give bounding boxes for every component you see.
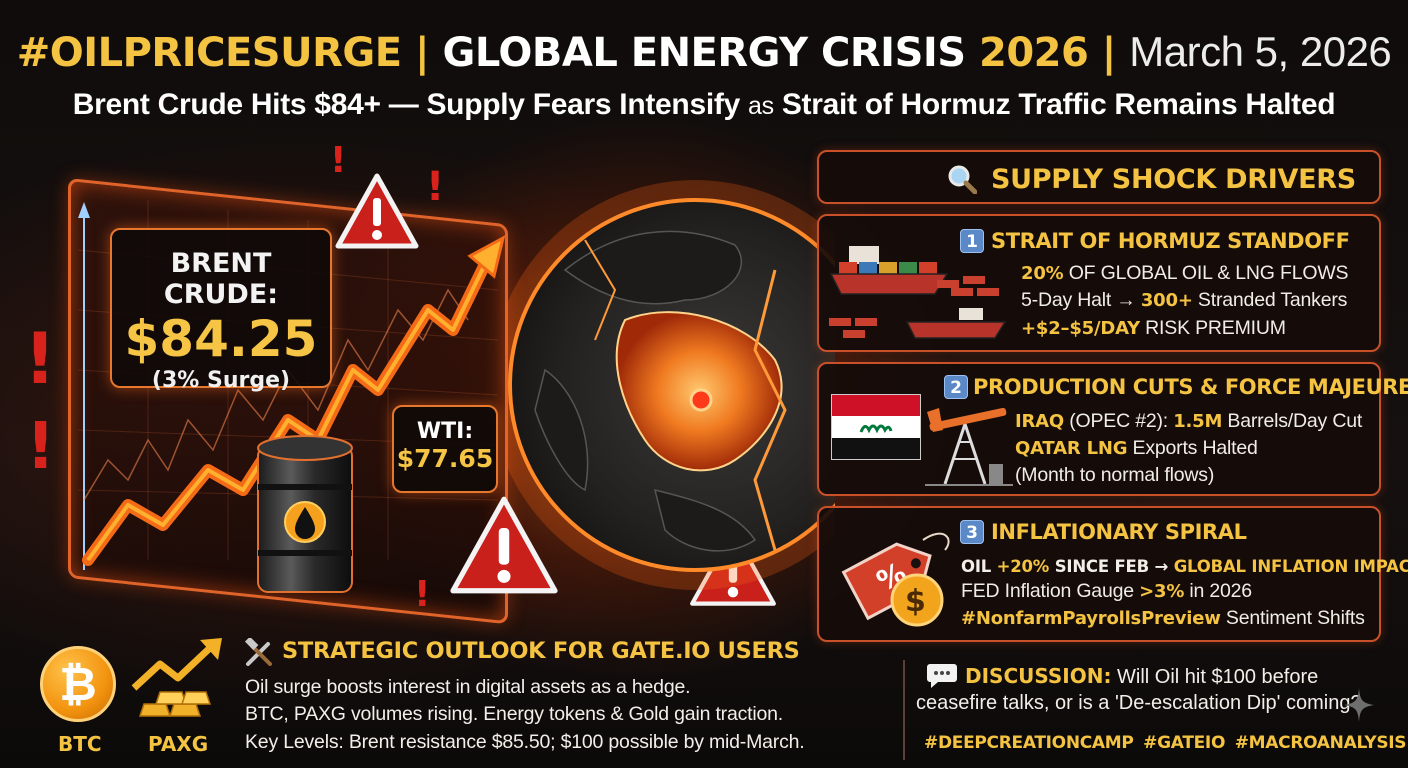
gold-bars-icon	[131, 638, 222, 717]
outlook-title: STRATEGIC OUTLOOK FOR GATE.IO USERS	[282, 638, 800, 664]
discussion-text: Will Oil hit $100 before	[1111, 666, 1319, 688]
highlight: 300+	[1140, 290, 1193, 311]
divider	[903, 660, 905, 760]
card-line: 5-Day Halt → 300+ Stranded Tankers	[1021, 289, 1347, 312]
page-title: #OILPRICESURGE | GLOBAL ENERGY CRISIS 20…	[0, 28, 1408, 76]
oil-pump-icon	[925, 407, 1013, 486]
outlook-line: BTC, PAXG volumes rising. Energy tokens …	[245, 703, 784, 725]
card-number-badge: 1	[960, 229, 984, 253]
speech-bubble-icon	[927, 664, 957, 688]
card-strait-of-hormuz: 1 STRAIT OF HORMUZ STANDOFF 20% OF GLOBA…	[817, 214, 1381, 352]
card-text: in 2026	[1184, 580, 1252, 602]
title-hashtag: #OILPRICESURGE	[16, 30, 402, 76]
highlight: +20%	[996, 557, 1050, 576]
title-separator: |	[401, 30, 443, 76]
subtitle-part-b: Strait of Hormuz Traffic Remains Halted	[773, 88, 1336, 121]
exclamation-mark-icon: !	[330, 140, 347, 181]
title-year: 2026	[979, 30, 1089, 76]
warning-triangle-icon	[450, 496, 558, 594]
card-title: PRODUCTION CUTS & FORCE MAJEURE	[973, 375, 1408, 399]
discussion-line-1: DISCUSSION: Will Oil hit $100 before	[965, 664, 1318, 689]
magnifier-icon	[948, 165, 977, 194]
sparkle-icon	[1344, 688, 1374, 722]
highlight: IRAQ	[1015, 411, 1064, 432]
title-date: March 5, 2026	[1129, 28, 1392, 75]
svg-text:$: $	[905, 584, 926, 619]
discussion-line-2: ceasefire talks, or is a 'De-escalation …	[916, 692, 1362, 714]
card-inflationary-spiral: % $ 3 INFLATIONARY SPIRAL OIL +20% SINCE…	[817, 506, 1408, 642]
highlight: 1.5M	[1173, 411, 1223, 432]
card-line: QATAR LNG Exports Halted	[1015, 437, 1258, 460]
brent-price: $84.25	[124, 310, 318, 368]
supply-shock-drivers-header: SUPPLY SHOCK DRIVERS	[817, 150, 1381, 204]
subtitle-part-a: Brent Crude Hits $84+ — Supply Fears Int…	[72, 88, 748, 121]
outlook-line: Key Levels: Brent resistance $85.50; $10…	[245, 731, 805, 753]
globe-icon	[505, 180, 835, 590]
highlight: 20%	[1021, 263, 1064, 284]
card-text: FED Inflation Gauge	[961, 580, 1140, 602]
brent-crude-callout: BRENT CRUDE: $84.25 (3% Surge)	[110, 228, 332, 393]
card-production-cuts: 2 PRODUCTION CUTS & FORCE MAJEURE IRAQ (…	[817, 362, 1408, 496]
card-number-badge: 2	[944, 375, 968, 399]
highlight: +$2–$5/DAY	[1021, 318, 1140, 339]
hashtags: #DEEPCREATIONCAMP #GATEIO #MACROANALYSIS	[924, 733, 1407, 753]
card-text: Sentiment Shifts	[1220, 607, 1365, 629]
card-text: RISK PREMIUM	[1139, 317, 1286, 339]
brent-change: (3% Surge)	[151, 368, 291, 393]
card-title: STRAIT OF HORMUZ STANDOFF	[991, 229, 1350, 253]
card-line: IRAQ (OPEC #2): 1.5M Barrels/Day Cut	[1015, 410, 1362, 433]
highlight: GLOBAL INFLATION IMPACT	[1173, 557, 1408, 576]
card-text: OF GLOBAL OIL & LNG FLOWS	[1063, 262, 1349, 284]
wti-callout: WTI: $77.65	[392, 405, 498, 493]
drivers-title: SUPPLY SHOCK DRIVERS	[991, 164, 1356, 195]
card-number-badge: 3	[960, 520, 984, 544]
warning-triangle-icon	[335, 173, 419, 249]
tools-icon	[244, 638, 272, 666]
card-line: (Month to normal flows)	[1015, 464, 1215, 486]
card-title: INFLATIONARY SPIRAL	[991, 520, 1247, 544]
card-line: 20% OF GLOBAL OIL & LNG FLOWS	[1021, 262, 1349, 285]
card-text: (OPEC #2):	[1064, 410, 1174, 432]
brent-label: BRENT CRUDE:	[163, 248, 279, 310]
card-line: +$2–$5/DAY RISK PREMIUM	[1021, 317, 1286, 340]
paxg-label: PAXG	[148, 732, 209, 756]
wti-label: WTI:	[416, 419, 474, 444]
oil-barrel-icon	[257, 435, 353, 593]
page-subtitle: Brent Crude Hits $84+ — Supply Fears Int…	[0, 88, 1408, 122]
title-separator-2: |	[1088, 30, 1130, 76]
highlight: QATAR LNG	[1015, 438, 1128, 459]
card-line: FED Inflation Gauge >3% in 2026	[961, 580, 1252, 603]
card-text: Stranded Tankers	[1192, 289, 1348, 311]
card-text: SINCE FEB →	[1049, 557, 1174, 576]
card-text: Exports Halted	[1127, 437, 1258, 459]
exclamation-mark-icon: !	[426, 164, 445, 210]
highlight: >3%	[1139, 581, 1185, 602]
discussion-label: DISCUSSION:	[965, 664, 1112, 688]
subtitle-as: as	[748, 92, 774, 120]
exclamation-mark-icon: !	[26, 410, 56, 484]
exclamation-mark-icon: !	[24, 318, 56, 400]
card-text: Barrels/Day Cut	[1222, 410, 1363, 432]
exclamation-mark-icon: !	[414, 574, 431, 615]
tanker-icon	[829, 246, 1007, 339]
bitcoin-icon: ₿	[40, 646, 116, 722]
card-text: OIL	[961, 557, 997, 576]
outlook-line: Oil surge boosts interest in digital ass…	[245, 676, 691, 698]
highlight: #NonfarmPayrollsPreview	[961, 608, 1221, 629]
dollar-coin-icon: $	[890, 573, 944, 627]
card-line: OIL +20% SINCE FEB → GLOBAL INFLATION IM…	[961, 555, 1408, 578]
card-text: 5-Day Halt →	[1021, 289, 1141, 311]
iraq-flag-icon	[831, 394, 921, 460]
card-line: #NonfarmPayrollsPreview Sentiment Shifts	[961, 607, 1365, 630]
title-crisis: GLOBAL ENERGY CRISIS	[442, 30, 979, 76]
btc-label: BTC	[58, 732, 102, 756]
wti-price: $77.65	[396, 444, 494, 473]
